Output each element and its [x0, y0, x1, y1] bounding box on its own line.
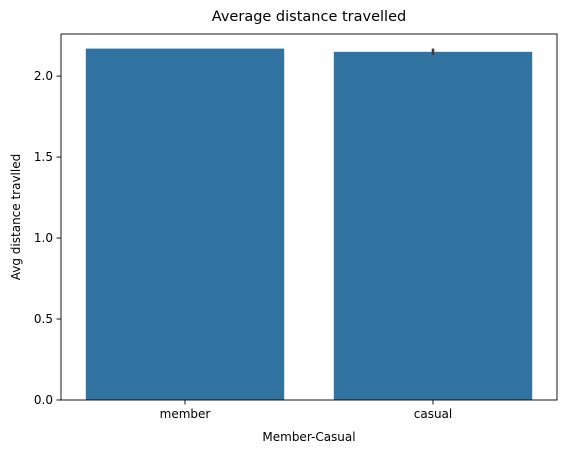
- y-tick-label-3: 1.5: [34, 150, 53, 164]
- chart-title: Average distance travelled: [212, 9, 406, 25]
- y-axis-label: Avg distance travlled: [9, 154, 23, 280]
- x-axis-ticks: member casual: [160, 400, 453, 421]
- bar-casual: [333, 51, 533, 401]
- y-axis-ticks: 0.0 0.5 1.0 1.5 2.0: [34, 69, 61, 407]
- x-tick-label-casual: casual: [414, 407, 453, 421]
- bar-member: [85, 48, 285, 400]
- y-tick-label-0: 0.0: [34, 393, 53, 407]
- x-tick-label-member: member: [160, 407, 211, 421]
- y-tick-label-4: 2.0: [34, 69, 53, 83]
- x-axis-label: Member-Casual: [262, 430, 355, 444]
- bars-group: [85, 48, 533, 401]
- y-tick-label-2: 1.0: [34, 231, 53, 245]
- plot-frame: [60, 33, 558, 401]
- y-tick-label-1: 0.5: [34, 312, 53, 326]
